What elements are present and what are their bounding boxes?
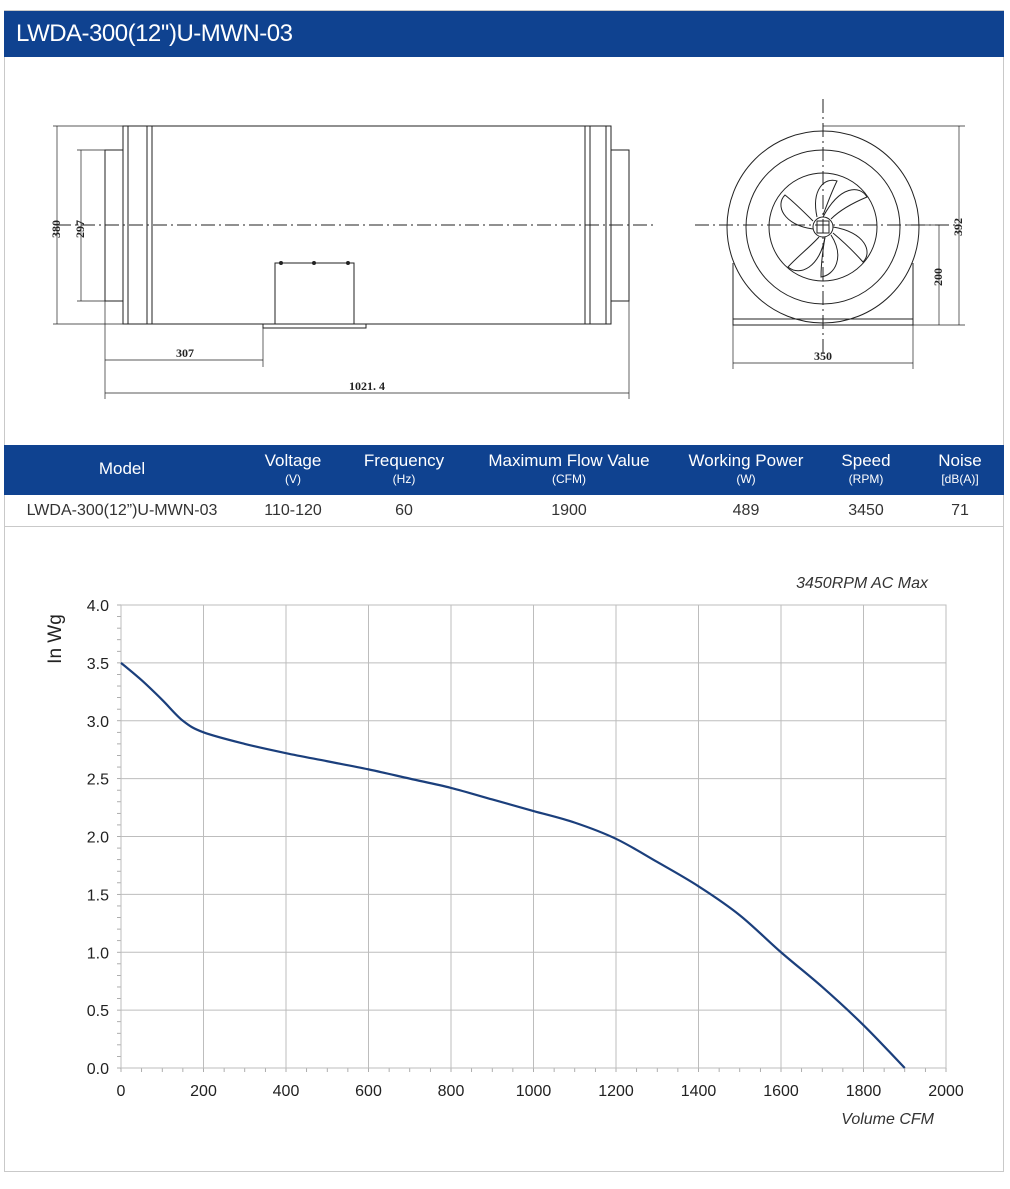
y-tick-label: 1.5 xyxy=(87,887,109,904)
dim-392: 392 xyxy=(951,218,965,236)
chart-ticks: 0 200 400 600 800 1000 1200 1400 1600 1800 2000 0.0… xyxy=(87,598,964,1100)
chart-xlabel: Volume CFM xyxy=(841,1111,934,1128)
series-line-0 xyxy=(120,662,906,1069)
technical-drawing: 380 297 307 1021. 4 392 200 350 xyxy=(49,99,965,399)
y-tick-label: 0.5 xyxy=(87,1003,109,1020)
page-title: LWDA-300(12'')U-MWN-03 xyxy=(4,11,1004,57)
dim-297: 297 xyxy=(73,220,87,238)
spec-table-row: LWDA-300(12”)U-MWN-03 110-120 60 1900 48… xyxy=(4,496,1004,527)
x-tick-label: 0 xyxy=(117,1083,126,1100)
cell-noise: 71 xyxy=(951,502,969,519)
dim-350: 350 xyxy=(814,349,832,363)
header-max-flow: Maximum Flow Value (CFM) xyxy=(488,451,650,486)
x-tick-label: 1800 xyxy=(846,1083,882,1100)
x-tick-label: 400 xyxy=(273,1083,300,1100)
dim-1021: 1021. 4 xyxy=(349,379,385,393)
x-tick-label: 1400 xyxy=(681,1083,717,1100)
cell-model: LWDA-300(12”)U-MWN-03 xyxy=(26,502,218,519)
x-tick-label: 600 xyxy=(355,1083,382,1100)
cell-working-power: 489 xyxy=(732,502,760,519)
dim-307: 307 xyxy=(176,346,194,360)
chart-ylabel: In Wg xyxy=(45,614,66,664)
mounting-bracket xyxy=(274,262,355,324)
cell-speed: 3450 xyxy=(848,502,884,519)
spec-table-header: Model Voltage (V) Frequency (Hz) Maximum… xyxy=(4,445,1004,495)
y-tick-label: 2.0 xyxy=(87,830,109,847)
chart-grid xyxy=(117,604,947,1072)
fan-blades xyxy=(780,179,868,278)
y-tick-label: 2.5 xyxy=(87,772,109,789)
x-tick-label: 1200 xyxy=(598,1083,634,1100)
y-tick-label: 3.5 xyxy=(87,656,109,673)
x-tick-label: 1600 xyxy=(763,1083,799,1100)
performance-chart: 0 200 400 600 800 1000 1200 1400 1600 1800 2000 0.0… xyxy=(45,575,964,1128)
x-tick-label: 200 xyxy=(190,1083,217,1100)
dim-380: 380 xyxy=(49,220,63,238)
chart-title: 3450RPM AC Max xyxy=(796,575,929,592)
dim-200: 200 xyxy=(931,268,945,286)
header-model: Model xyxy=(98,459,146,478)
header-speed: Speed (RPM) xyxy=(841,451,891,486)
header-voltage: Voltage (V) xyxy=(264,451,322,486)
y-tick-label: 3.0 xyxy=(87,714,109,731)
y-tick-label: 4.0 xyxy=(87,598,109,615)
cell-voltage: 110-120 xyxy=(264,502,322,519)
page-frame xyxy=(4,10,1004,1172)
cell-frequency: 60 xyxy=(395,502,413,519)
y-tick-label: 0.0 xyxy=(87,1061,109,1078)
header-working-power: Working Power (W) xyxy=(688,451,804,486)
x-tick-label: 1000 xyxy=(516,1083,552,1100)
x-tick-label: 2000 xyxy=(928,1083,964,1100)
x-tick-label: 800 xyxy=(438,1083,465,1100)
cell-max-flow: 1900 xyxy=(551,502,587,519)
header-noise: Noise [dB(A)] xyxy=(938,451,982,486)
y-tick-label: 1.0 xyxy=(87,945,109,962)
header-frequency: Frequency (Hz) xyxy=(363,451,445,486)
